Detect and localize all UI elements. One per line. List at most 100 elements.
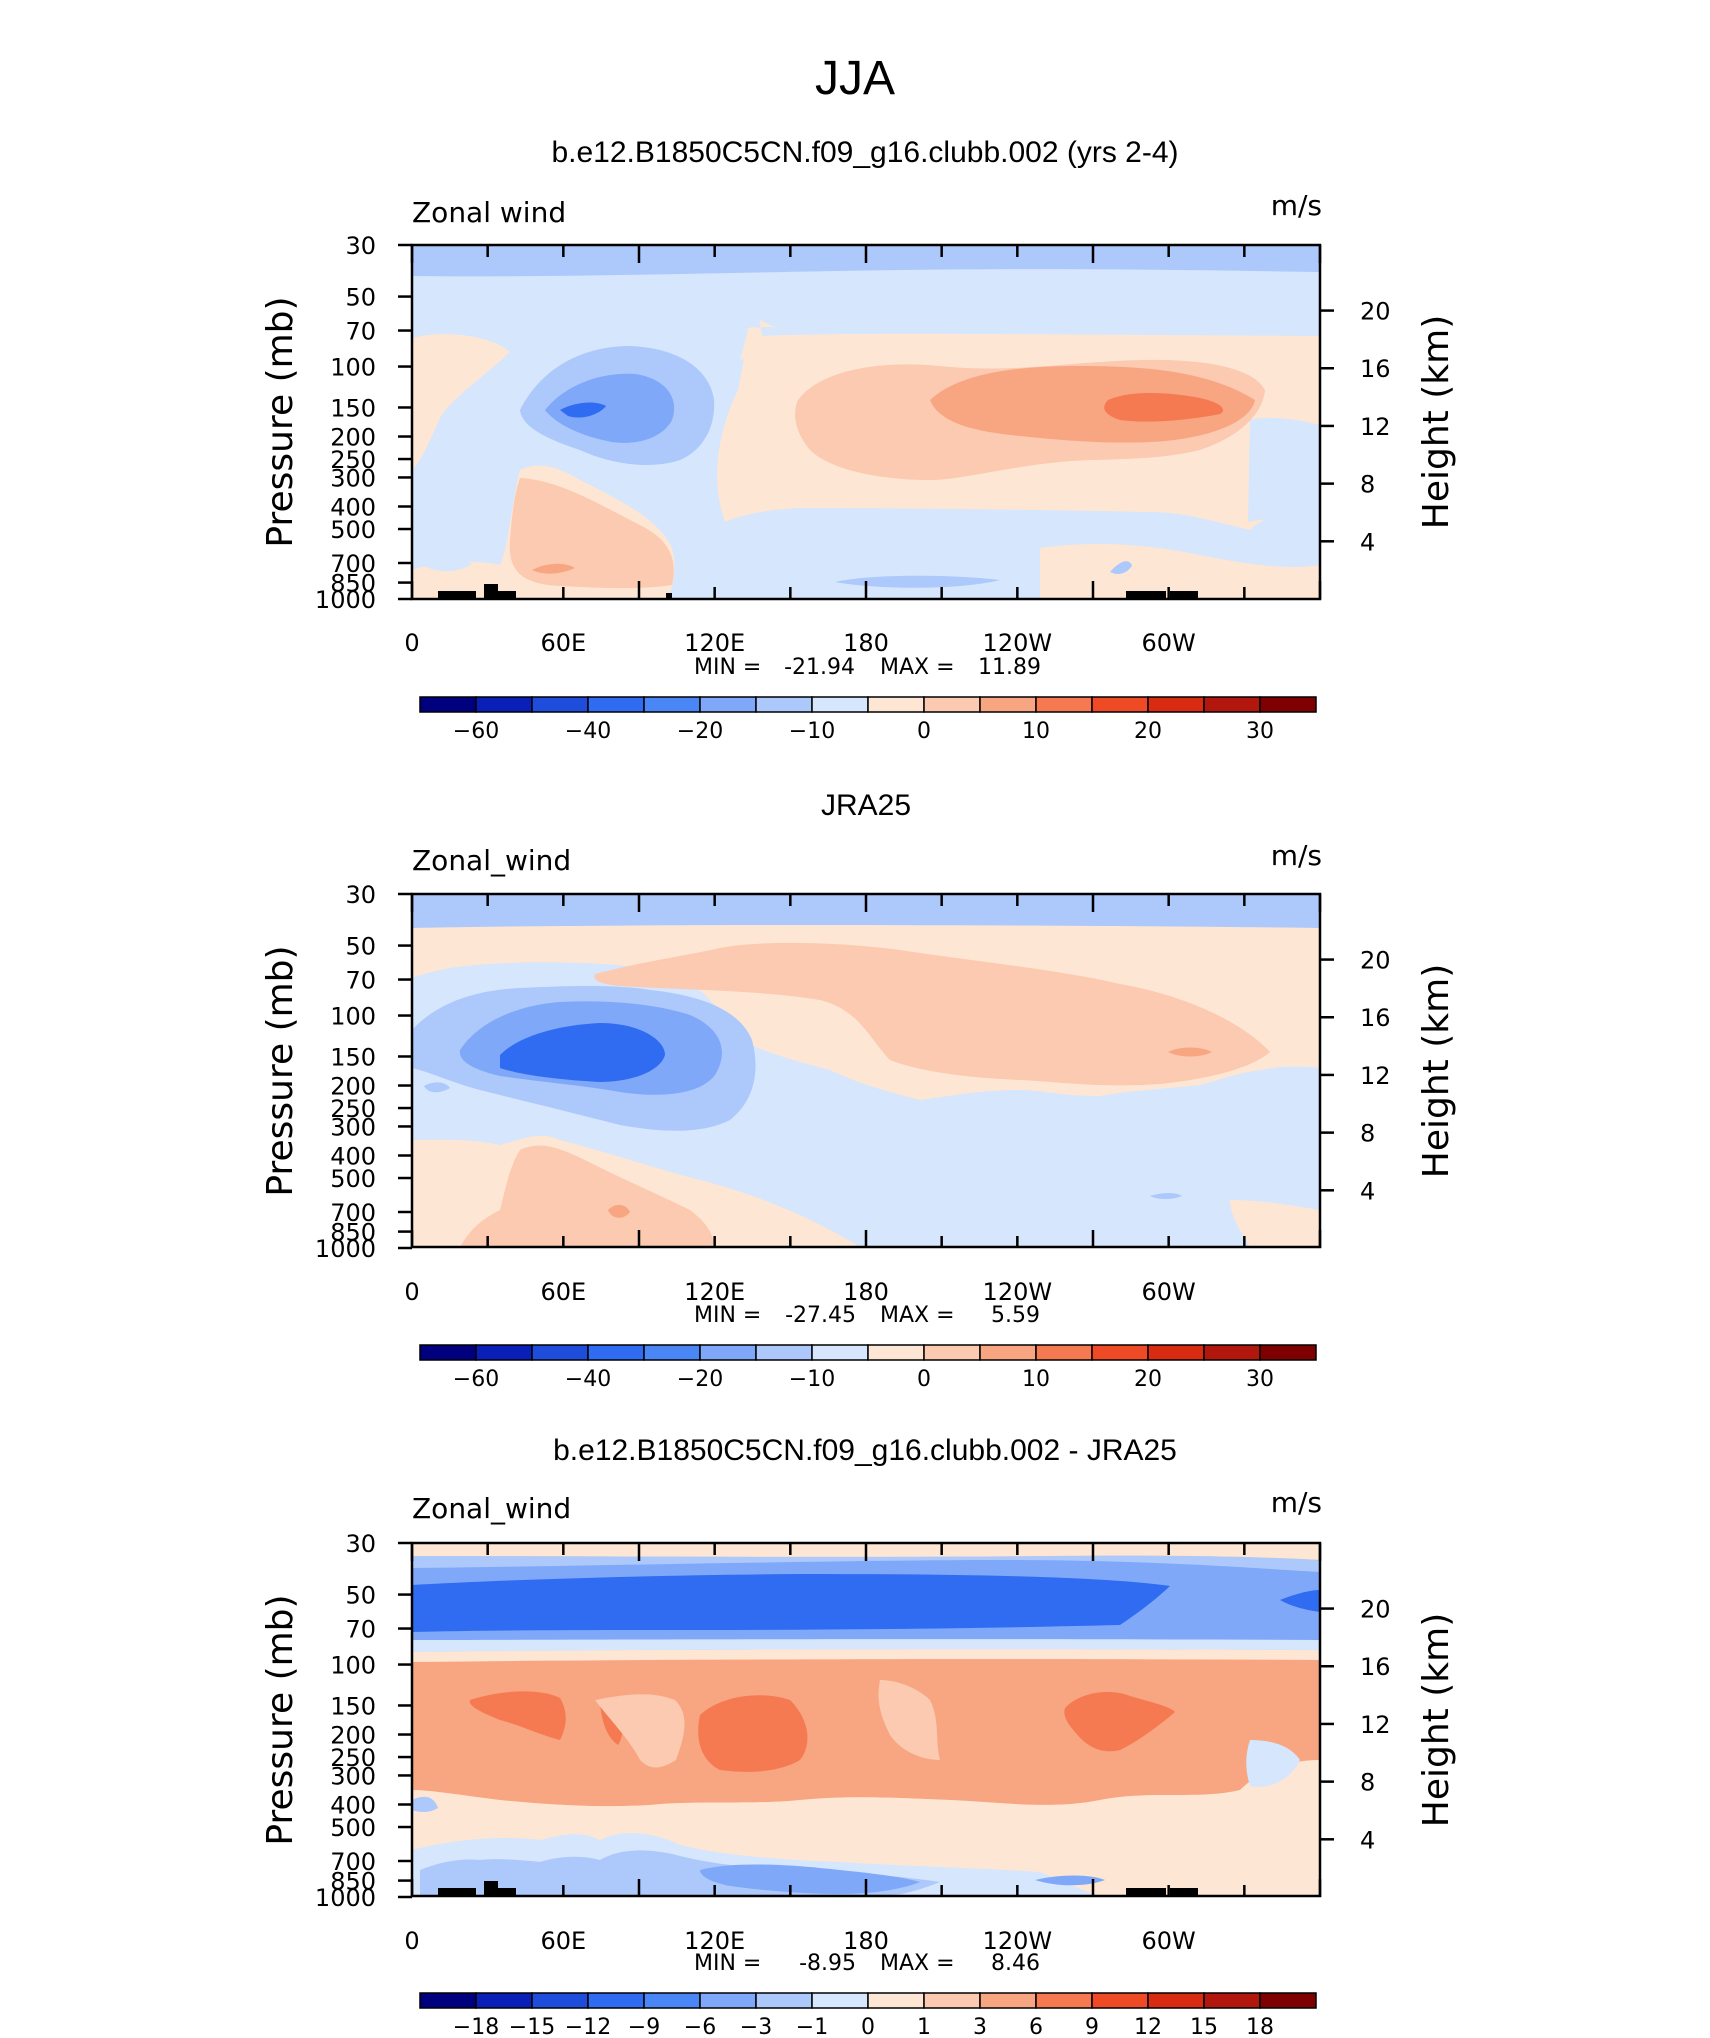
contour-neg-atlantic (1246, 1740, 1300, 1787)
y-tick-label: 1000 (315, 1235, 376, 1263)
contour-neg-20 (500, 1023, 665, 1082)
colorbar-label: 0 (917, 1367, 931, 1392)
stats-max-label: MAX = (880, 1303, 955, 1328)
colorbar-label: 15 (1190, 2015, 1218, 2038)
y-tick-label: 700 (330, 1848, 376, 1876)
colorbar-label: 9 (1085, 2015, 1099, 2038)
x-tick-label: 120W (983, 1278, 1053, 1306)
x-tick-label: 120E (684, 1927, 745, 1955)
y-tick-label: 250 (330, 1095, 376, 1123)
colorbar-swatch (979, 1992, 1037, 2009)
y-tick-label: 200 (330, 1722, 376, 1750)
colorbar-label: 30 (1246, 719, 1274, 744)
colorbar-swatch (1091, 696, 1149, 713)
x-tick-label: 120W (983, 629, 1053, 657)
y-tick-label: 300 (330, 1113, 376, 1141)
y-tick-label: 30 (345, 1530, 376, 1558)
contour-pos-west (412, 334, 510, 470)
contour-pos-lower-10 (509, 478, 674, 589)
x-tick-label: 120W (983, 1927, 1053, 1955)
colorbar-swatch (587, 696, 645, 713)
y-tick-label: 50 (345, 933, 376, 961)
colorbar-label: −60 (453, 719, 499, 744)
right-tick-label: 8 (1360, 1120, 1375, 1148)
colorbar-swatch (699, 1992, 757, 2009)
contour-pos-light-east (878, 1680, 940, 1760)
colorbar-label: 6 (1029, 2015, 1043, 2038)
colorbar-swatch (923, 1344, 981, 1361)
y-axis-title-right: Height (km) (1416, 1613, 1457, 1827)
colorbar-swatch (531, 1344, 589, 1361)
y-tick-label: 850 (330, 570, 376, 598)
stats-max-value: 5.59 (991, 1303, 1040, 1328)
colorbar-label: −12 (565, 2015, 611, 2038)
colorbar-swatch (1203, 1344, 1261, 1361)
colorbar-swatch (755, 1344, 813, 1361)
colorbar-swatch (475, 1992, 533, 2009)
variable-label: Zonal_wind (412, 844, 571, 877)
x-tick-label: 180 (843, 1927, 889, 1955)
stats-max-label: MAX = (880, 1951, 955, 1976)
right-tick-label: 20 (1360, 1596, 1391, 1624)
colorbar-swatch (811, 696, 869, 713)
colorbar-swatch (1035, 1344, 1093, 1361)
colorbar-label: 20 (1134, 719, 1162, 744)
figure-title: JJA (815, 52, 895, 105)
colorbar-label: −6 (684, 2015, 716, 2038)
right-tick-label: 4 (1360, 1177, 1375, 1205)
contour-top-neg3 (412, 1574, 1170, 1632)
panel-title: b.e12.B1850C5CN.f09_g16.clubb.002 - JRA2… (553, 1434, 1177, 1467)
right-tick-label: 8 (1360, 471, 1375, 499)
x-tick-label: 120E (684, 1278, 745, 1306)
colorbar-swatch (419, 1992, 477, 2009)
y-tick-label: 500 (330, 1814, 376, 1842)
colorbar-swatch (1035, 1992, 1093, 2009)
contour-field (412, 894, 1320, 1247)
contour-pos-small (608, 1204, 630, 1218)
colorbar-swatch (923, 1992, 981, 2009)
y-axis-title-right: Height (km) (1416, 315, 1457, 529)
colorbar-swatch (475, 696, 533, 713)
panel-reanalysis: JRA25 Zonal_wind m/s 0 60E 120E 180 120W 60W … (260, 789, 1457, 1392)
colorbar-swatch (979, 696, 1037, 713)
y-axis-title-left: Pressure (mb) (260, 296, 301, 547)
colorbar-label: 10 (1022, 719, 1050, 744)
colorbar-swatch (867, 696, 925, 713)
stats-max-value: 11.89 (978, 655, 1041, 680)
colorbar-label: −3 (740, 2015, 772, 2038)
y-tick-label: 200 (330, 424, 376, 452)
right-tick-label: 20 (1360, 947, 1391, 975)
y-tick-label: 1000 (315, 586, 376, 614)
right-tick-label: 4 (1360, 1826, 1375, 1854)
colorbar-swatch (419, 1344, 477, 1361)
stats-min-value: -21.94 (784, 655, 855, 680)
right-tick-label: 4 (1360, 528, 1375, 556)
y-tick-label: 150 (330, 1692, 376, 1720)
colorbar-swatch (1259, 696, 1317, 713)
colorbar-label: 3 (973, 2015, 987, 2038)
y-tick-label: 400 (330, 1791, 376, 1819)
x-tick-label: 60W (1142, 1927, 1196, 1955)
stats-max-value: 8.46 (991, 1951, 1040, 1976)
colorbar-label: 1 (917, 2015, 931, 2038)
panel-title: b.e12.B1850C5CN.f09_g16.clubb.002 (yrs 2… (551, 136, 1178, 169)
colorbar-label: 0 (917, 719, 931, 744)
colorbar-swatch (1091, 1344, 1149, 1361)
contour-pos-20 (1104, 393, 1224, 422)
right-tick-label: 8 (1360, 1769, 1375, 1797)
variable-label: Zonal_wind (412, 1492, 571, 1525)
contour-pos-light-band (412, 1649, 1320, 1662)
colorbar-swatch (531, 1992, 589, 2009)
right-tick-label: 16 (1360, 355, 1391, 383)
colorbar-swatch (1203, 1992, 1261, 2009)
y-tick-label: 250 (330, 446, 376, 474)
y-tick-label: 100 (330, 1652, 376, 1680)
contour-pos-5-west (469, 1691, 566, 1740)
colorbar-swatch (531, 696, 589, 713)
y-tick-label: 70 (345, 318, 376, 346)
colorbar-label: −60 (453, 1367, 499, 1392)
colorbar-label: 30 (1246, 1367, 1274, 1392)
y-tick-label: 850 (330, 1219, 376, 1247)
x-tick-label: 60W (1142, 629, 1196, 657)
